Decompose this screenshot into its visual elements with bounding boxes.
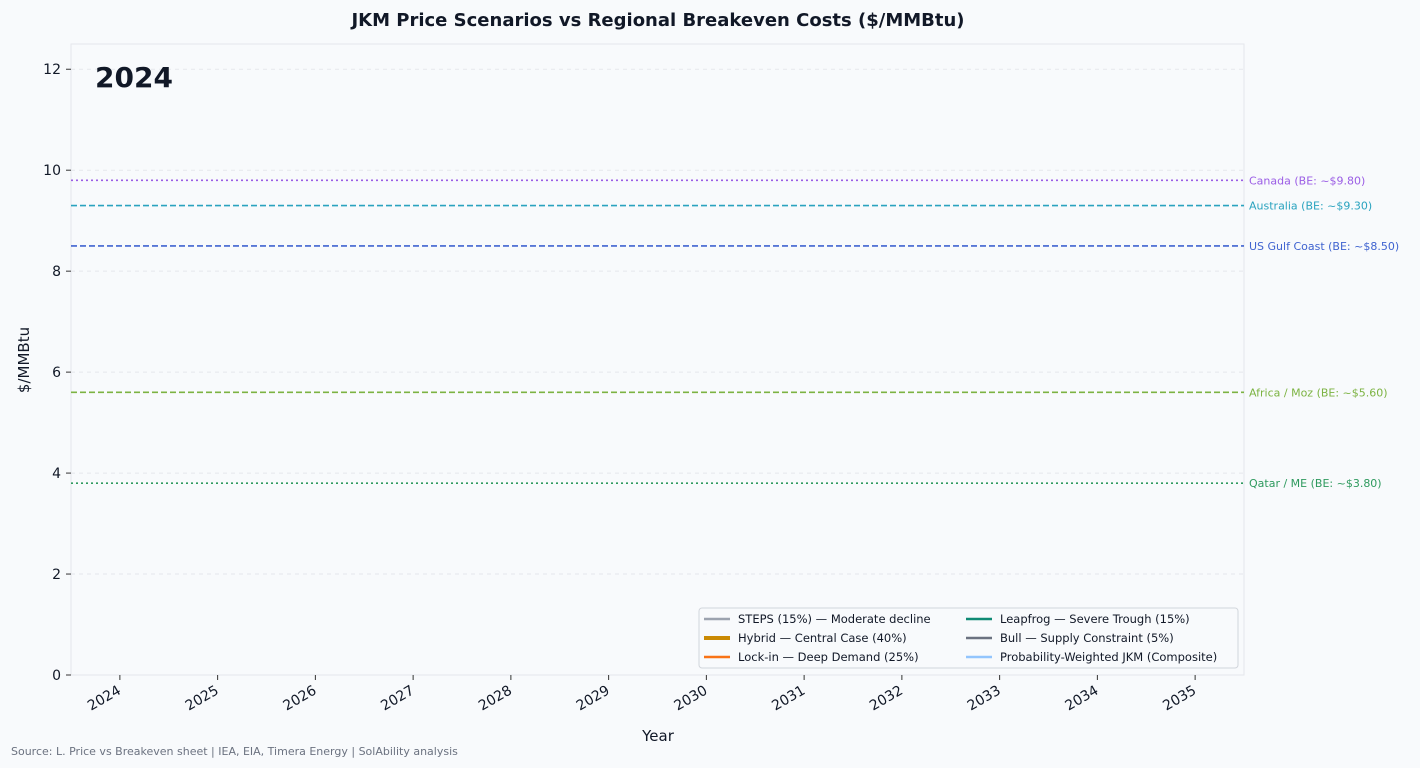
legend-entry: Leapfrog — Severe Trough (15%) [1000,612,1190,626]
x-tick-label: 2029 [574,683,613,715]
x-axis-label: Year [641,727,675,745]
y-tick-label: 0 [52,668,61,684]
x-tick-label: 2024 [85,683,124,715]
y-tick-label: 12 [43,62,61,78]
x-tick-label: 2033 [965,683,1004,715]
breakeven-label: Qatar / ME (BE: ~$3.80) [1249,477,1382,490]
y-axis-label: $/MMBtu [15,327,33,393]
x-tick-label: 2027 [378,683,417,715]
breakeven-label: US Gulf Coast (BE: ~$8.50) [1249,240,1399,253]
legend-entry: Lock-in — Deep Demand (25%) [738,650,919,664]
y-tick-label: 2 [52,567,61,583]
year-annotation: 2024 [95,61,173,94]
x-tick-label: 2034 [1063,683,1102,715]
y-tick-label: 4 [52,466,61,482]
chart-title: JKM Price Scenarios vs Regional Breakeve… [349,10,964,31]
y-tick-label: 8 [52,264,61,280]
legend-entry: Hybrid — Central Case (40%) [738,631,907,645]
x-tick-label: 2035 [1160,683,1199,715]
x-tick-label: 2025 [183,683,222,715]
legend-entry: STEPS (15%) — Moderate decline [738,612,931,626]
y-tick-label: 6 [52,365,61,381]
plot-area [70,43,1245,676]
legend: STEPS (15%) — Moderate decline Hybrid — C… [698,607,1239,669]
legend-entry: Bull — Supply Constraint (5%) [1000,631,1174,645]
breakeven-label: Africa / Moz (BE: ~$5.60) [1249,386,1388,399]
x-tick-label: 2032 [867,683,906,715]
breakeven-label: Australia (BE: ~$9.30) [1249,200,1372,213]
x-tick-label: 2026 [281,683,320,715]
x-tick-label: 2031 [769,683,808,715]
x-tick-label: 2030 [672,683,711,715]
x-tick-label: 2028 [476,683,515,715]
legend-entry: Probability-Weighted JKM (Composite) [1000,650,1217,664]
y-tick-label: 10 [43,163,61,179]
source-note: Source: L. Price vs Breakeven sheet | IE… [11,745,458,758]
breakeven-label: Canada (BE: ~$9.80) [1249,174,1365,187]
